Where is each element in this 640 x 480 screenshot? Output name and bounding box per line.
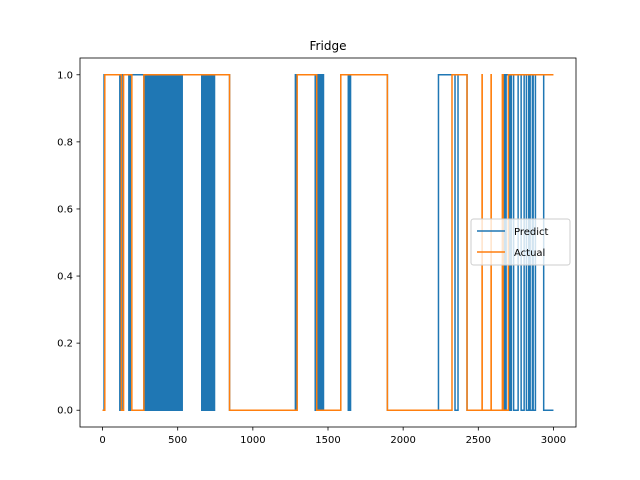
legend-label-predict: Predict bbox=[514, 227, 549, 238]
legend-label-actual: Actual bbox=[514, 248, 545, 259]
chart-title: Fridge bbox=[310, 39, 347, 53]
x-tick-label: 1000 bbox=[240, 435, 265, 446]
x-tick-label: 0 bbox=[99, 435, 105, 446]
x-tick-label: 2000 bbox=[390, 435, 415, 446]
y-tick-label: 0.2 bbox=[57, 339, 73, 350]
legend: Predict Actual bbox=[470, 218, 571, 266]
series-line-actual bbox=[102, 74, 554, 411]
x-tick-label: 500 bbox=[168, 435, 187, 446]
x-tick-label: 2500 bbox=[466, 435, 491, 446]
y-tick-label: 0.8 bbox=[57, 137, 73, 148]
x-tick-label: 3000 bbox=[541, 435, 566, 446]
plot-area bbox=[102, 74, 554, 411]
y-tick-label: 0.0 bbox=[57, 406, 73, 417]
y-tick-label: 1.0 bbox=[57, 70, 73, 81]
y-tick-label: 0.6 bbox=[57, 204, 73, 215]
axes: 0 500 1000 1500 2000 2500 3000 0.0 0.2 0.4 0.6 0.8 1… bbox=[57, 57, 577, 446]
y-tick-label: 0.4 bbox=[57, 272, 73, 283]
x-tick-label: 1500 bbox=[315, 435, 340, 446]
